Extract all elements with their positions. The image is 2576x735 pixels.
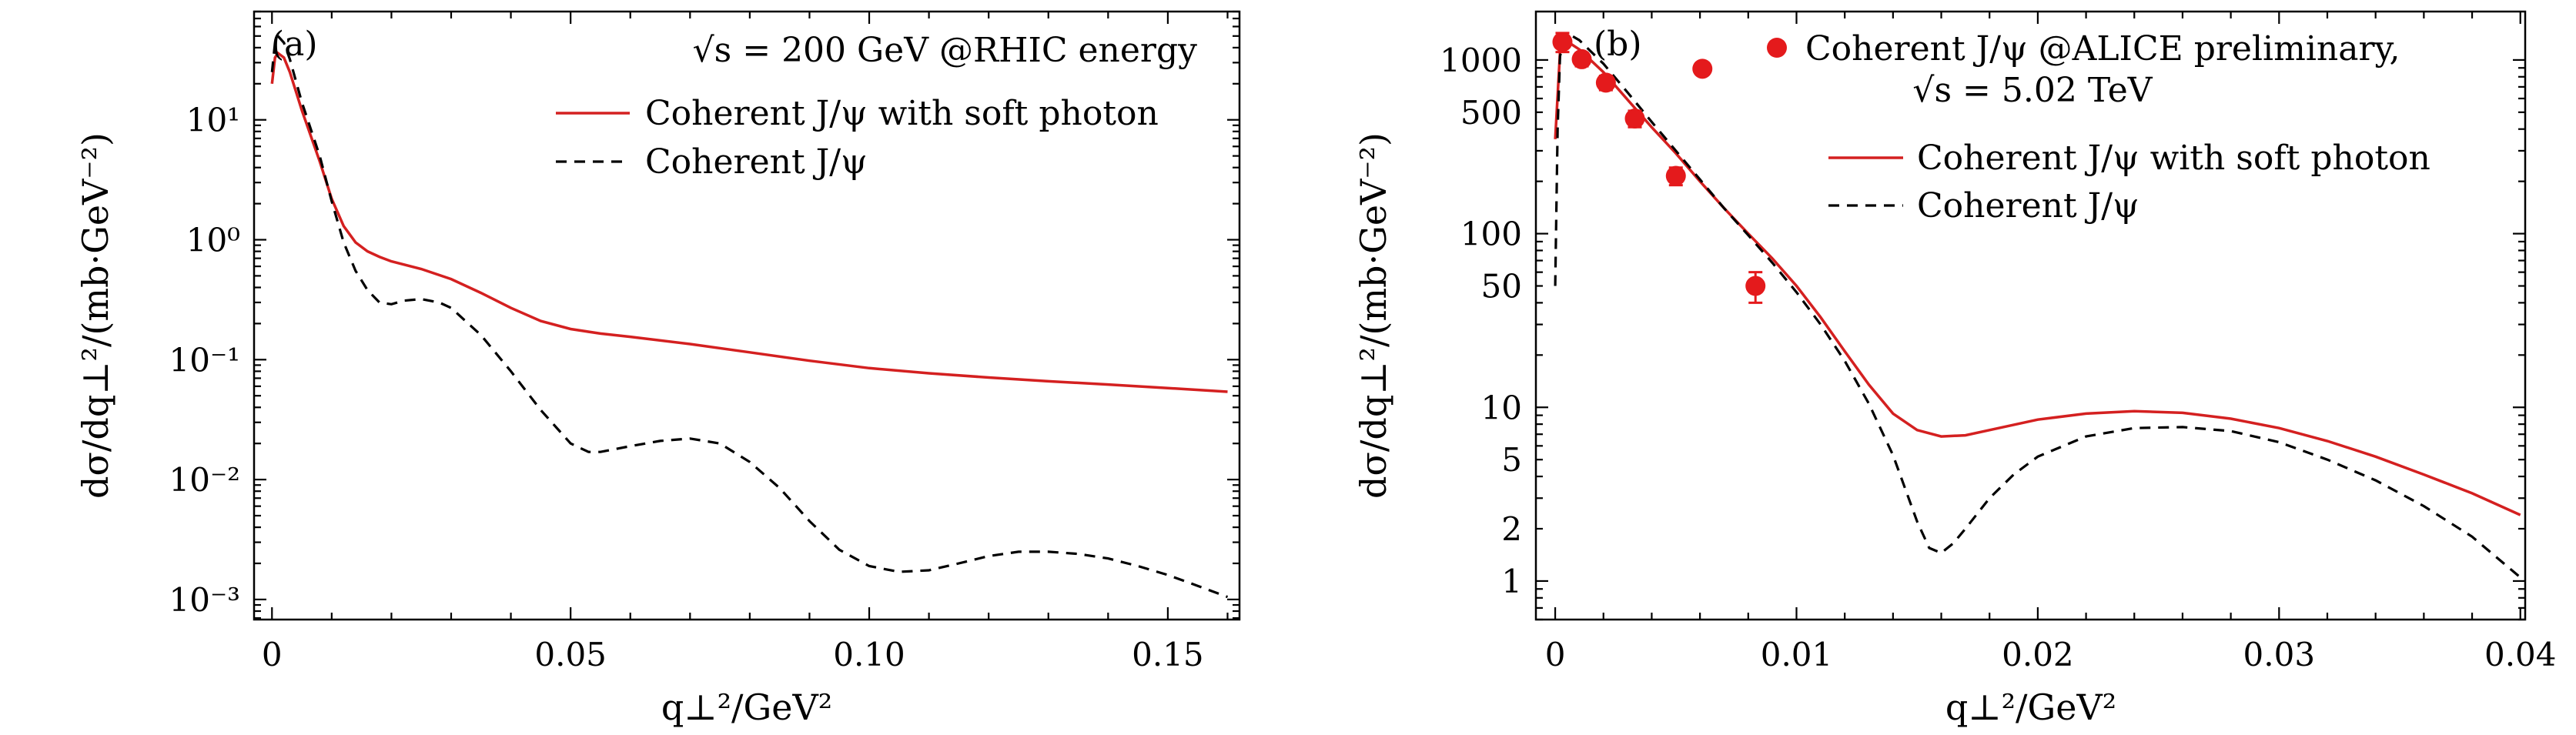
x-tick-label: 0 (262, 636, 283, 673)
x-tick-label: 0.03 (2243, 636, 2316, 673)
ticks-a: 0 0.05 0.10 0.15 10¹ 10⁰ 10⁻¹ 10⁻² 10⁻³ (169, 10, 1239, 673)
y-tick-label: 10⁻² (169, 461, 240, 499)
data-point-alice (1665, 165, 1686, 186)
panel-a: 0 0.05 0.10 0.15 10¹ 10⁰ 10⁻¹ 10⁻² 10⁻³ (a) √s =… (75, 10, 1241, 728)
panel-label-b: (b) (1594, 25, 1642, 64)
x-tick-label: 0.05 (534, 636, 607, 673)
x-tick-label: 0.01 (1761, 636, 1833, 673)
x-axis-label-b: q⊥²/GeV² (1945, 687, 2116, 728)
y-tick-label: 10⁰ (186, 222, 240, 259)
legend-marker-alice (1767, 38, 1787, 58)
plot-area-b (1552, 32, 2521, 579)
y-tick-label: 100 (1460, 215, 1522, 253)
y-tick-label: 2 (1501, 510, 1522, 548)
series-line-soft-photon-a (270, 51, 1228, 393)
legend-label-coherent-a: Coherent J/ψ (645, 142, 868, 182)
y-tick-label: 10⁻¹ (169, 341, 240, 379)
series-line-soft-photon-b (1554, 42, 2521, 516)
plot-area-a (270, 33, 1229, 599)
y-tick-label: 1000 (1440, 42, 1522, 79)
series-line-coherent-a (270, 33, 1229, 599)
legend-label-soft-photon-b: Coherent J/ψ with soft photon (1917, 139, 2430, 178)
data-point-alice (1571, 48, 1592, 69)
x-tick-label: 0 (1545, 636, 1566, 673)
legend-label-soft-photon-a: Coherent J/ψ with soft photon (645, 94, 1159, 133)
data-point-alice (1624, 109, 1645, 129)
y-tick-label: 5 (1501, 441, 1522, 479)
x-tick-label: 0.10 (833, 636, 905, 673)
x-tick-label: 0.04 (2484, 636, 2557, 673)
y-tick-label: 50 (1481, 268, 1522, 306)
y-tick-label: 10 (1481, 389, 1522, 426)
chart-title-a: √s = 200 GeV @RHIC energy (693, 31, 1198, 70)
legend-a: Coherent J/ψ with soft photon Coherent J… (556, 94, 1159, 182)
legend-label-alice-energy: √s = 5.02 TeV (1912, 71, 2153, 110)
axes-frame-b (1534, 10, 2527, 621)
data-point-alice (1692, 58, 1713, 79)
x-tick-label: 0.15 (1132, 636, 1204, 673)
y-tick-label: 500 (1460, 94, 1522, 132)
data-point-alice (1552, 32, 1573, 52)
y-tick-label: 10¹ (186, 102, 240, 139)
x-axis-label-a: q⊥²/GeV² (661, 687, 832, 728)
panel-label-a: (a) (271, 25, 318, 64)
legend-b: Coherent J/ψ @ALICE preliminary, √s = 5.… (1767, 29, 2430, 226)
y-tick-label: 10⁻³ (169, 581, 240, 619)
legend-label-alice: Coherent J/ψ @ALICE preliminary, (1805, 29, 2400, 68)
y-axis-label-a: dσ/dq⊥²/(mb·GeV⁻²) (75, 132, 116, 499)
y-tick-label: 1 (1501, 563, 1522, 600)
panel-b: 0 0.01 0.02 0.03 0.04 1000 500 100 50 10 5 2 1 (b) C… (1353, 10, 2556, 728)
legend-label-coherent-b: Coherent J/ψ (1917, 186, 2139, 226)
data-point-alice (1595, 72, 1616, 93)
x-tick-label: 0.02 (2002, 636, 2074, 673)
ticks-b: 0 0.01 0.02 0.03 0.04 1000 500 100 50 10 5 2 1 (1440, 12, 2556, 673)
axes-frame-a (253, 10, 1241, 621)
series-line-coherent-b (1554, 33, 2521, 579)
data-point-alice (1745, 276, 1766, 296)
y-axis-label-b: dσ/dq⊥²/(mb·GeV⁻²) (1353, 132, 1394, 499)
